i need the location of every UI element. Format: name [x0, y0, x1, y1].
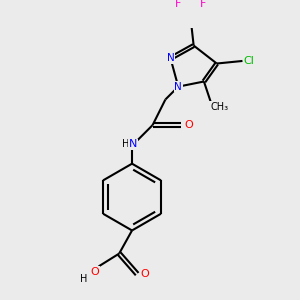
Text: CH₃: CH₃	[210, 102, 228, 112]
Text: Cl: Cl	[243, 56, 254, 66]
Text: O: O	[140, 269, 149, 279]
Text: O: O	[90, 266, 99, 277]
Text: H: H	[80, 274, 87, 284]
Text: N: N	[174, 82, 182, 92]
Text: H: H	[122, 140, 129, 149]
Text: F: F	[200, 0, 206, 10]
Text: F: F	[175, 0, 182, 10]
Text: N: N	[129, 140, 137, 149]
Text: O: O	[184, 120, 193, 130]
Text: N: N	[167, 53, 174, 63]
